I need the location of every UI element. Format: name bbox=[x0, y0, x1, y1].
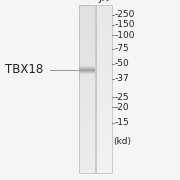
Text: -250: -250 bbox=[115, 10, 135, 19]
Text: -25: -25 bbox=[115, 93, 129, 102]
Text: -150: -150 bbox=[115, 20, 135, 29]
Text: JK: JK bbox=[99, 0, 109, 3]
Text: -75: -75 bbox=[115, 44, 130, 53]
Text: -37: -37 bbox=[115, 74, 130, 83]
Bar bbox=[79, 5, 94, 173]
Text: -15: -15 bbox=[115, 118, 130, 127]
Text: TBX18: TBX18 bbox=[5, 63, 44, 76]
Text: -20: -20 bbox=[115, 103, 129, 112]
Text: -50: -50 bbox=[115, 59, 130, 68]
Text: (kd): (kd) bbox=[113, 137, 131, 146]
Bar bbox=[96, 5, 112, 173]
Text: -100: -100 bbox=[115, 31, 135, 40]
